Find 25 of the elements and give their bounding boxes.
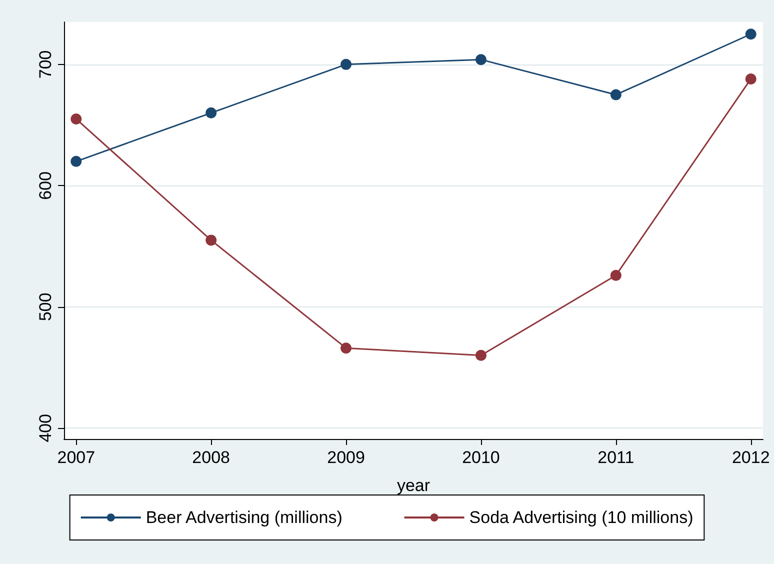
point xyxy=(340,58,352,70)
point xyxy=(610,270,622,281)
point xyxy=(206,107,217,118)
point xyxy=(745,28,756,40)
x-tick-label: 2011 xyxy=(598,448,634,467)
y-tick-label: 500 xyxy=(36,292,55,322)
point xyxy=(206,234,217,246)
point xyxy=(610,89,622,100)
x-tick-label: 2009 xyxy=(327,448,365,467)
point xyxy=(745,73,756,84)
x-tick-label: 2007 xyxy=(57,448,96,467)
point xyxy=(340,342,352,354)
point xyxy=(475,54,486,66)
point xyxy=(70,156,82,167)
x-tick-label: 2008 xyxy=(192,448,230,467)
point xyxy=(70,113,82,124)
legend-label: Soda Advertising (10 millions) xyxy=(469,508,694,527)
x-tick-label: 2010 xyxy=(462,448,500,467)
x-tick-label: 2012 xyxy=(732,448,770,467)
y-tick-label: 400 xyxy=(36,414,55,442)
y-tick-label: 600 xyxy=(36,171,55,200)
y-tick-label: 700 xyxy=(36,50,55,79)
point xyxy=(475,350,486,361)
legend-label: Beer Advertising (millions) xyxy=(146,508,342,527)
x-axis-title: year xyxy=(396,476,430,495)
